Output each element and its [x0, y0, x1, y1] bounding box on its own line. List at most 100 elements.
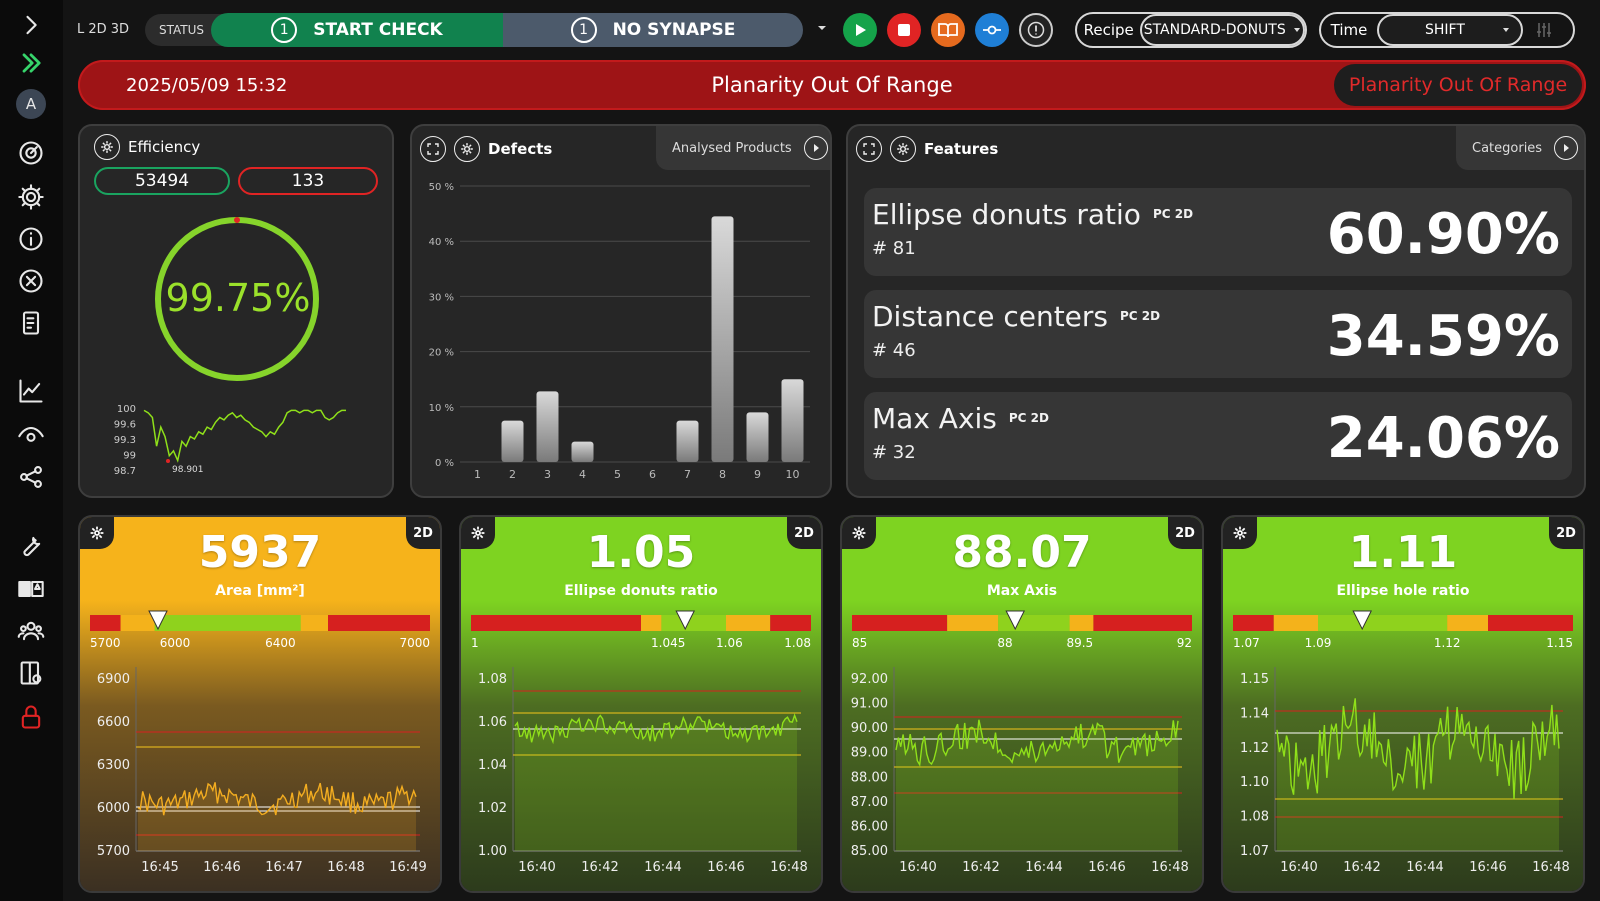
kpi-trend-chart: 1.07 1.09 1.12 1.15 1.15 1.14 1.12 1.10 1.08 1.07… — [1223, 517, 1583, 891]
scale-label: 1.15 — [1546, 636, 1573, 650]
topbar: L 2D 3D STATUS 1 START CHECK 1 NO SYNAPS… — [63, 0, 1600, 58]
commit-icon — [983, 25, 1001, 35]
gear-icon[interactable] — [14, 180, 48, 214]
start-check-button[interactable]: 1 START CHECK — [211, 13, 503, 47]
line-chart-icon[interactable] — [14, 374, 48, 408]
y-tick-label: 90.00 — [851, 721, 888, 736]
gear-icon[interactable] — [94, 134, 120, 160]
fullscreen-icon[interactable] — [420, 136, 446, 162]
fullscreen-icon[interactable] — [856, 136, 882, 162]
trend-y-tick: 99.6 — [114, 420, 136, 431]
bar — [676, 420, 699, 462]
gear-icon[interactable] — [842, 517, 876, 549]
scale-label: 6400 — [265, 636, 296, 650]
y-tick-label: 88.00 — [851, 770, 888, 785]
eye-icon[interactable] — [14, 418, 48, 452]
gear-icon[interactable] — [454, 136, 480, 162]
efficiency-trend-line — [143, 409, 346, 463]
status-dropdown-chevron-icon[interactable] — [815, 20, 829, 39]
chevron-right-icon[interactable] — [14, 8, 48, 42]
x-tick-label: 16:46 — [1469, 860, 1506, 875]
scale-label: 5700 — [90, 636, 121, 650]
feature-row[interactable]: Ellipse donuts ratio PC 2D # 81 60.90% — [864, 188, 1572, 276]
next-arrow-icon[interactable] — [803, 136, 828, 160]
value-marker — [1005, 610, 1026, 631]
categories-tab[interactable]: Categories — [1456, 126, 1584, 170]
alarm-bar[interactable]: 2025/05/09 15:32 Planarity Out Of Range … — [78, 60, 1586, 110]
feature-row[interactable]: Distance centers PC 2D # 46 34.59% — [864, 290, 1572, 378]
tolerance-segment — [1488, 615, 1573, 631]
recipe-dropdown[interactable]: STANDARD-DONUTS — [1140, 14, 1305, 46]
scale-label: 1.06 — [716, 636, 743, 650]
bad-count: 133 — [238, 167, 378, 195]
kpi-card-ellipse-donuts[interactable]: 1 1.045 1.06 1.08 1.08 1.06 1.04 1.02 1.00 16:40 1… — [459, 515, 823, 893]
analysed-products-tab[interactable]: Analysed Products — [656, 126, 830, 170]
feature-count: # 46 — [872, 340, 916, 361]
avatar[interactable]: A — [16, 89, 46, 119]
y-tick-label: 1.00 — [478, 844, 507, 859]
x-tick-label: 16:49 — [389, 860, 426, 875]
gear-icon[interactable] — [461, 517, 495, 549]
time-selector: Time SHIFT — [1319, 12, 1575, 48]
trend-y-tick: 99.3 — [114, 435, 136, 446]
start-check-label: START CHECK — [313, 20, 443, 40]
x-tick-label: 6 — [649, 468, 656, 481]
kpi-trend-chart: 5700 6000 6400 7000 6900 6600 6300 6000 5700 16:4… — [80, 517, 440, 891]
expand-arrow-icon[interactable] — [14, 46, 48, 80]
y-tick-label: 1.08 — [478, 672, 507, 687]
commit-button[interactable] — [975, 13, 1009, 47]
gauge-icon[interactable] — [14, 136, 48, 170]
kpi-card-area[interactable]: 5700 6000 6400 7000 6900 6600 6300 6000 5700 16:4… — [78, 515, 442, 893]
features-title: Features — [924, 140, 999, 158]
x-tick-label: 9 — [754, 468, 761, 481]
kpi-label: Ellipse donuts ratio — [564, 583, 718, 599]
feature-row[interactable]: Max Axis PC 2D # 32 24.06% — [864, 392, 1572, 480]
lock-icon[interactable] — [14, 700, 48, 734]
alarm-badge[interactable]: Planarity Out Of Range — [1334, 64, 1582, 106]
gear-icon[interactable] — [890, 136, 916, 162]
y-tick-label: 1.12 — [1240, 741, 1269, 756]
gear-icon[interactable] — [1223, 517, 1257, 549]
no-synapse-button[interactable]: 1 NO SYNAPSE — [503, 13, 803, 47]
document-icon[interactable] — [14, 306, 48, 340]
kpi-tag: 2D — [406, 517, 440, 549]
kpi-trend-chart: 1 1.045 1.06 1.08 1.08 1.06 1.04 1.02 1.00 16:40 1… — [461, 517, 821, 891]
users-icon[interactable] — [14, 614, 48, 648]
tolerance-segment — [641, 615, 662, 631]
time-dropdown[interactable]: SHIFT — [1377, 14, 1523, 46]
alert-button[interactable] — [1019, 13, 1053, 47]
next-arrow-icon[interactable] — [1554, 136, 1579, 160]
feature-name: Distance centers PC 2D — [872, 300, 1161, 333]
play-button[interactable] — [843, 13, 877, 47]
kpi-background — [1223, 517, 1583, 891]
book-button[interactable] — [931, 13, 965, 47]
y-tick-label: 1.02 — [478, 801, 507, 816]
share-nodes-icon[interactable] — [14, 460, 48, 494]
categories-label: Categories — [1472, 140, 1543, 156]
x-tick-label: 16:48 — [770, 860, 807, 875]
feature-tag: PC 2D — [1008, 411, 1049, 425]
gear-icon[interactable] — [80, 517, 114, 549]
value-marker — [675, 610, 696, 631]
translate-icon[interactable] — [14, 572, 48, 606]
trend-line — [514, 713, 798, 745]
tolerance-segment — [1233, 615, 1274, 631]
layout-icon[interactable] — [14, 656, 48, 690]
feature-percent: 34.59% — [1326, 304, 1560, 369]
time-value: SHIFT — [1425, 22, 1465, 38]
wrench-icon[interactable] — [14, 528, 48, 562]
stop-button[interactable] — [887, 13, 921, 47]
close-circle-icon[interactable] — [14, 264, 48, 298]
kpi-label: Ellipse hole ratio — [1336, 583, 1470, 599]
trend-line — [137, 782, 417, 816]
sliders-icon[interactable] — [1535, 21, 1553, 39]
alarm-datetime: 2025/05/09 15:32 — [126, 74, 288, 96]
kpi-card-max-axis[interactable]: 85 88 89.5 92 92.00 91.00 90.00 89.00 88.00 87.00… — [840, 515, 1204, 893]
scale-label: 89.5 — [1066, 636, 1093, 650]
features-panel: Features Categories Ellipse donuts ratio… — [846, 124, 1586, 498]
feature-percent: 60.90% — [1326, 202, 1560, 267]
kpi-card-ellipse-hole[interactable]: 1.07 1.09 1.12 1.15 1.15 1.14 1.12 1.10 1.08 1.07… — [1221, 515, 1585, 893]
info-icon[interactable] — [14, 222, 48, 256]
tolerance-segment — [661, 615, 726, 631]
bar — [746, 412, 769, 462]
